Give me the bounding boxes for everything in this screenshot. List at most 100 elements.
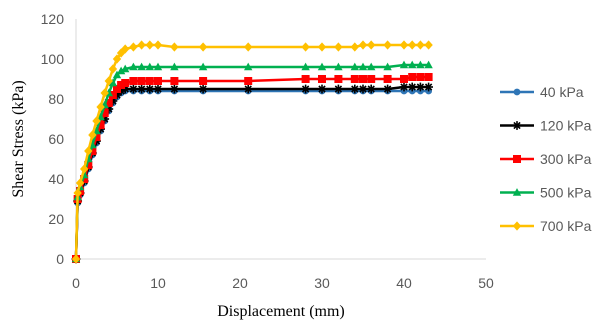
data-point — [367, 62, 376, 71]
data-point — [137, 40, 146, 50]
x-tick-label: 20 — [232, 275, 248, 291]
legend-marker — [512, 188, 522, 196]
data-point — [301, 84, 310, 94]
data-point — [108, 78, 118, 87]
data-point — [334, 42, 343, 52]
data-point — [244, 62, 253, 71]
data-point — [116, 66, 126, 75]
x-tick-label: 10 — [150, 275, 166, 291]
data-point — [145, 84, 155, 94]
data-point — [170, 84, 179, 94]
data-point — [198, 42, 208, 52]
series-120-kpa — [71, 82, 433, 264]
data-point — [424, 60, 433, 69]
data-point — [112, 54, 122, 64]
data-point — [399, 60, 409, 69]
data-point — [358, 40, 368, 50]
data-point — [301, 62, 310, 71]
data-point — [153, 62, 163, 71]
legend-label: 120 kPa — [540, 118, 592, 134]
data-point — [318, 75, 326, 83]
data-point — [366, 84, 376, 94]
data-point — [199, 77, 208, 85]
data-point — [399, 40, 409, 50]
y-tick-label: 40 — [48, 171, 64, 187]
data-point — [317, 62, 327, 71]
data-point — [198, 84, 208, 94]
data-point — [121, 64, 130, 73]
data-point — [243, 84, 253, 94]
data-point — [244, 77, 253, 85]
data-point — [145, 40, 154, 50]
series-layer — [71, 40, 433, 264]
data-point — [424, 73, 433, 81]
series-500-kpa — [71, 60, 433, 263]
data-point — [383, 75, 392, 83]
data-point — [170, 77, 179, 85]
y-axis-title: Shear Stress (kPa) — [10, 80, 27, 197]
series-700-kpa — [71, 40, 433, 264]
data-point — [407, 82, 417, 92]
data-point — [317, 84, 327, 94]
data-point — [113, 85, 121, 93]
data-point — [104, 99, 113, 107]
data-point — [399, 82, 409, 92]
data-point — [301, 75, 310, 83]
data-point — [408, 60, 417, 69]
series-40-kpa — [72, 87, 432, 263]
data-point — [96, 121, 105, 129]
legend-label: 40 kPa — [540, 84, 584, 100]
data-point — [112, 70, 122, 79]
y-tick-label: 100 — [41, 51, 65, 67]
data-point — [88, 130, 97, 140]
legend-label: 700 kPa — [540, 218, 592, 234]
x-tick-label: 30 — [314, 275, 330, 291]
data-point — [121, 79, 130, 87]
legend-item: 500 kPa — [500, 185, 592, 201]
data-point — [367, 75, 376, 83]
legend-marker — [512, 221, 522, 231]
axes — [75, 19, 486, 260]
x-tick-label: 50 — [478, 275, 494, 291]
data-point — [104, 76, 113, 86]
data-point — [116, 48, 126, 58]
data-point — [170, 42, 179, 52]
data-point — [358, 84, 368, 94]
data-point — [367, 40, 376, 50]
data-point — [383, 84, 392, 94]
y-tick-label: 20 — [48, 211, 64, 227]
y-tick-label: 120 — [41, 11, 65, 27]
y-tick-label: 60 — [48, 131, 64, 147]
data-point — [400, 75, 408, 83]
legend-item: 120 kPa — [500, 118, 592, 134]
data-point — [92, 133, 101, 141]
data-point — [358, 62, 368, 71]
data-point — [129, 42, 138, 52]
data-point — [408, 40, 417, 50]
data-point — [416, 40, 425, 50]
series-300-kpa — [72, 73, 433, 263]
data-point — [350, 75, 359, 83]
legend: 40 kPa 120 kPa 300 kPa 500 kPa 700 kPa — [500, 84, 592, 234]
series-line — [74, 89, 429, 260]
data-point — [317, 42, 327, 52]
data-point — [334, 62, 343, 71]
data-point — [334, 84, 343, 94]
data-point — [334, 75, 343, 83]
legend-label: 300 kPa — [540, 151, 592, 167]
data-point — [137, 62, 146, 71]
data-point — [383, 62, 392, 71]
data-point — [100, 88, 109, 98]
data-point — [154, 77, 162, 85]
data-point — [383, 40, 392, 50]
data-point — [108, 91, 117, 99]
data-point — [350, 84, 360, 94]
data-point — [121, 44, 130, 54]
data-point — [145, 77, 154, 85]
data-point — [350, 62, 359, 71]
data-point — [153, 40, 163, 50]
series-line — [74, 85, 429, 260]
series-line — [74, 63, 429, 260]
